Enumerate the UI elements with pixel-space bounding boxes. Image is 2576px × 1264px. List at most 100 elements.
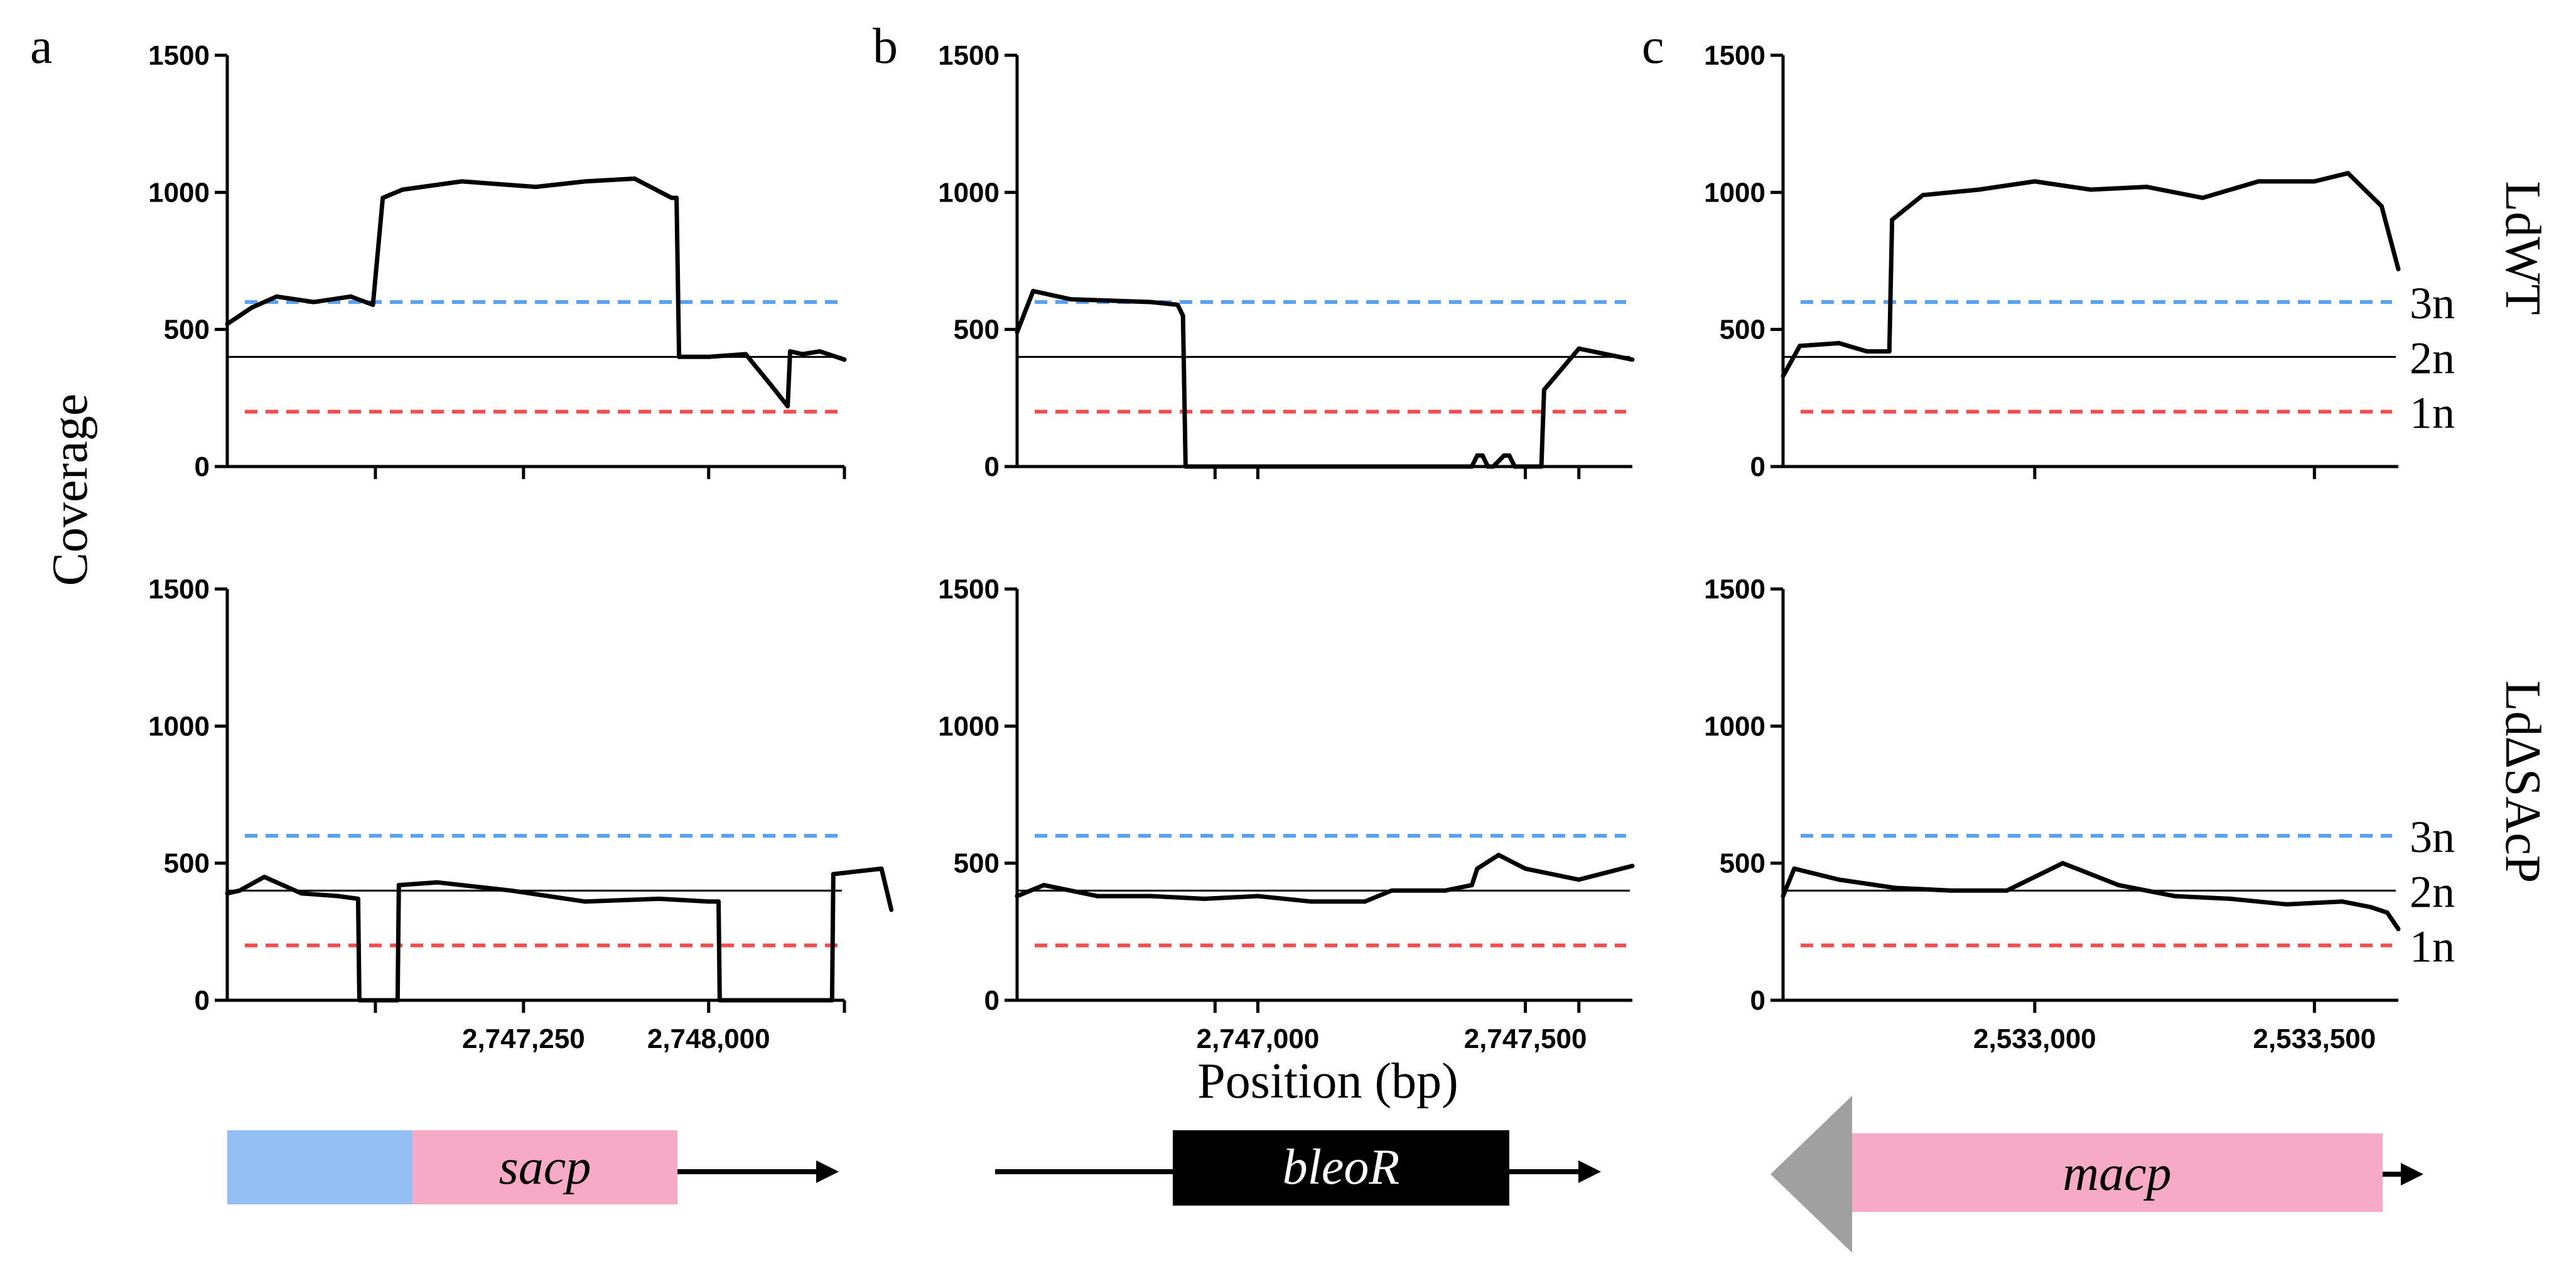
data-point [509, 888, 514, 893]
data-point [1781, 374, 1786, 379]
ref-label-3n: 3n [2410, 812, 2455, 862]
gene-map-macp: macp [1770, 1096, 2423, 1253]
data-point [1389, 888, 1394, 893]
data-point [2379, 203, 2384, 208]
data-point [1175, 302, 1180, 307]
data-point [1539, 464, 1544, 469]
data-point [583, 899, 588, 904]
data-point [1469, 883, 1474, 888]
data-point [1469, 464, 1474, 469]
data-point [1362, 899, 1367, 904]
data-point [1475, 453, 1480, 458]
gene-label-macp: macp [2062, 1146, 2171, 1201]
data-point [829, 998, 834, 1003]
data-point [787, 349, 792, 354]
data-point [632, 176, 637, 181]
data-point [1836, 877, 1841, 882]
y-tick-label: 0 [195, 985, 210, 1016]
coverage-line [1781, 861, 2400, 931]
data-point [1887, 349, 1892, 354]
panel-letter-a: a [30, 19, 53, 74]
row-label-mutant: LdΔSAcP [2495, 681, 2550, 883]
data-point [1183, 464, 1188, 469]
data-point [336, 894, 341, 899]
data-point [2396, 926, 2401, 931]
data-point [534, 185, 538, 190]
data-point [460, 179, 465, 184]
gene-label-sacp: sacp [499, 1140, 591, 1195]
x-tick-label: 2,533,000 [1973, 1024, 2096, 1054]
data-point [800, 352, 805, 357]
data-point [400, 187, 405, 192]
data-point [395, 998, 400, 1003]
x-tick-label: 2,747,250 [462, 1024, 585, 1054]
y-tick-label: 1000 [938, 711, 1000, 742]
data-point [1948, 888, 1953, 893]
y-tick-label: 1500 [938, 574, 1000, 605]
y-tick-label: 1000 [148, 711, 210, 742]
data-point [879, 866, 884, 871]
data-point [1865, 349, 1870, 354]
data-point [2396, 267, 2401, 272]
data-point [1507, 453, 1512, 458]
data-point [677, 354, 682, 359]
data-point [706, 899, 711, 904]
data-point [1630, 863, 1635, 868]
data-point [1042, 883, 1047, 888]
data-point [1180, 313, 1185, 318]
coverage-line [227, 866, 894, 1003]
plot-b-row1: 0 500 1000 1500 [938, 40, 1635, 482]
data-point [1031, 289, 1036, 294]
data-point [225, 321, 230, 327]
data-point [2340, 899, 2345, 904]
data-point [1496, 853, 1501, 858]
y-tick-label: 500 [1720, 315, 1765, 345]
data-point [355, 896, 360, 901]
plot-a-row1: 0 500 1000 1500 [148, 40, 847, 482]
data-point [745, 998, 750, 1003]
data-point [669, 195, 674, 200]
data-point [249, 305, 254, 310]
y-tick-label: 500 [164, 848, 210, 879]
data-point [1781, 894, 1786, 899]
data-point [817, 349, 822, 354]
data-point [348, 294, 353, 299]
data-point [1523, 866, 1528, 871]
data-point [262, 875, 267, 879]
y-tick-label: 500 [954, 848, 1000, 879]
data-point [1892, 885, 1897, 890]
panel-letter-c: c [1642, 19, 1664, 74]
data-point [1630, 357, 1635, 362]
data-point [357, 998, 362, 1003]
upstream-region [227, 1130, 412, 1204]
data-point [237, 888, 242, 893]
data-point [1309, 464, 1314, 469]
data-point [1068, 297, 1073, 302]
gene-box-sacp [412, 1130, 677, 1204]
ref-label-2n: 2n [2410, 867, 2455, 917]
data-point [2116, 883, 2121, 888]
gene-box-macp [1852, 1133, 2383, 1212]
panel-letter-b: b [873, 19, 898, 74]
arrow-head [2401, 1163, 2423, 1186]
data-point [2032, 179, 2037, 184]
row-label-wt: LdWT [2495, 181, 2550, 315]
data-point [1309, 899, 1314, 904]
data-point [1202, 896, 1207, 901]
reverse-gene-arrow [1770, 1096, 1852, 1253]
gene-map-sacp: sacp [227, 1130, 839, 1204]
plot-b-row2: 0 500 1000 1500 2,747,000 2,747,500 [938, 574, 1635, 1054]
gene-map-bleor: bleoR [995, 1130, 1601, 1206]
y-axis-label: Coverage [43, 394, 98, 586]
data-point [2346, 171, 2351, 176]
y-tick-label: 1000 [938, 177, 1000, 208]
data-point [1797, 343, 1803, 348]
data-point [1976, 187, 1981, 192]
data-point [717, 998, 722, 1003]
data-point [225, 891, 230, 896]
data-point [1501, 453, 1506, 458]
y-tick-label: 1000 [148, 177, 210, 208]
plot-panels: a 0 500 1000 1500 0 500 1000 1500 2,747,250 2,748,… [30, 19, 2455, 1054]
y-tick-label: 0 [195, 451, 210, 482]
